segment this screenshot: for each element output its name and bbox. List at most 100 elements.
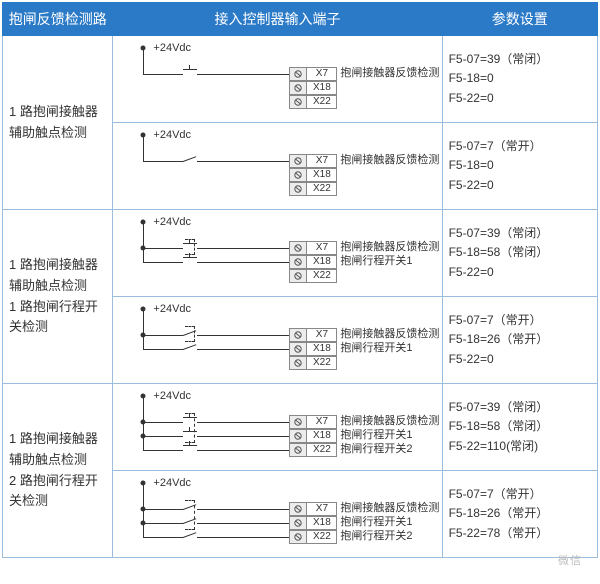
terminal-row: X22 [289,182,439,196]
junction-node [141,521,146,526]
supply-bus [143,48,144,74]
circuit-diagram: +24Vdc X7 抱闸接触器反馈检测 X18 X22 [119,40,435,118]
wire [201,450,289,451]
circuit-diagram: +24Vdc X7 抱闸接触器反馈检测 X18 抱闸行程开关1 X22 [119,301,435,379]
param-line: F5-07=39（常闭） [449,398,591,417]
wiring-diagram-cell: +24Vdc X7 抱闸接触器反馈检测 X18 抱闸行程开关1 X22 抱闸行程… [113,471,442,558]
junction-node [141,434,146,439]
circuit-diagram: +24Vdc X7 抱闸接触器反馈检测 X18 抱闸行程开关1 X22 抱闸行程… [119,475,435,553]
terminal-label: X18 [307,81,337,95]
terminal-row: X18 [289,81,439,95]
voltage-label: +24Vdc [153,475,191,493]
ganged-link [185,326,195,342]
wire [201,161,289,162]
wiring-diagram-cell: +24Vdc X7 抱闸接触器反馈检测 X18 抱闸行程开关1 X22 抱闸行程… [113,384,442,471]
terminal-row: X18 抱闸行程开关1 [289,255,439,269]
parameter-settings: F5-07=39（常闭）F5-18=0F5-22=0 [442,36,597,123]
terminal-note: 抱闸接触器反馈检测 [340,152,439,170]
terminal-row: X7 抱闸接触器反馈检测 [289,154,439,168]
supply-bus [143,222,144,262]
table-row: 1 路抱闸接触器辅助触点检测2 路抱闸行程开关检测 +24Vdc X7 抱闸接触… [3,384,598,471]
wire [201,523,289,524]
wire [143,161,179,162]
param-line: F5-22=0 [449,89,591,108]
screw-terminal-icon [289,269,307,283]
wire [143,74,179,75]
wire [143,248,179,249]
terminal-row: X18 [289,168,439,182]
nc-contact-icon [179,70,201,80]
detection-path-label: 1 路抱闸接触器辅助触点检测 [3,36,113,210]
terminal-row: X22 [289,356,439,370]
screw-terminal-icon [289,67,307,81]
table-row: 1 路抱闸接触器辅助触点检测1 路抱闸行程开关检测 +24Vdc X7 抱闸接触… [3,210,598,297]
terminal-label: X22 [307,95,337,109]
terminal-label: X18 [307,516,337,530]
terminal-row: X22 [289,95,439,109]
screw-terminal-icon [289,95,307,109]
ganged-link [185,413,195,443]
screw-terminal-icon [289,182,307,196]
terminal-block: X7 抱闸接触器反馈检测 X18 X22 [289,67,439,109]
ganged-link [185,239,195,255]
detection-path-label: 1 路抱闸接触器辅助触点检测2 路抱闸行程开关检测 [3,384,113,558]
no-contact-icon [179,157,201,167]
wire [143,436,179,437]
nc-contact-icon [179,258,201,268]
voltage-label: +24Vdc [153,301,191,319]
param-line: F5-22=0 [449,263,591,282]
terminal-label: X7 [307,241,337,255]
terminal-label: X18 [307,342,337,356]
terminal-row: X18 抱闸行程开关1 [289,342,439,356]
voltage-label: +24Vdc [153,214,191,232]
param-line: F5-22=78（常开） [449,524,591,543]
terminal-label: X22 [307,356,337,370]
screw-terminal-icon [289,328,307,342]
parameter-settings: F5-07=7（常开）F5-18=26（常开）F5-22=78（常开） [442,471,597,558]
param-line: F5-22=0 [449,350,591,369]
param-line: F5-07=39（常闭） [449,224,591,243]
wiring-diagram-cell: +24Vdc X7 抱闸接触器反馈检测 X18 X22 [113,123,442,210]
terminal-note: 抱闸行程开关2 [340,528,412,546]
parameter-settings: F5-07=7（常开）F5-18=0F5-22=0 [442,123,597,210]
param-line: F5-18=26（常开） [449,504,591,523]
terminal-row: X22 抱闸行程开关2 [289,443,439,457]
terminal-label: X22 [307,443,337,457]
terminal-label: X18 [307,255,337,269]
voltage-label: +24Vdc [153,388,191,406]
param-line: F5-07=7（常开） [449,137,591,156]
header-col1: 抱闸反馈检测路 [3,3,113,36]
screw-terminal-icon [289,255,307,269]
terminal-label: X7 [307,502,337,516]
no-contact-icon [179,533,201,543]
terminal-label: X22 [307,269,337,283]
terminal-note: 抱闸接触器反馈检测 [340,65,439,83]
terminal-row: X22 抱闸行程开关2 [289,530,439,544]
param-line: F5-18=58（常闭） [449,417,591,436]
terminal-label: X18 [307,429,337,443]
param-line: F5-07=7（常开） [449,311,591,330]
wiring-diagram-cell: +24Vdc X7 抱闸接触器反馈检测 X18 抱闸行程开关1 X22 [113,297,442,384]
voltage-label: +24Vdc [153,127,191,145]
wire [143,509,179,510]
junction-node [141,420,146,425]
supply-bus [143,135,144,161]
screw-terminal-icon [289,168,307,182]
param-line: F5-07=7（常开） [449,485,591,504]
wire [201,335,289,336]
terminal-label: X22 [307,530,337,544]
param-line: F5-18=26（常开） [449,330,591,349]
screw-terminal-icon [289,241,307,255]
voltage-label: +24Vdc [153,40,191,58]
no-contact-icon [179,345,201,355]
wire [143,450,179,451]
junction-node [141,246,146,251]
wire [143,422,179,423]
terminal-label: X7 [307,328,337,342]
terminal-block: X7 抱闸接触器反馈检测 X18 抱闸行程开关1 X22 [289,241,439,283]
wire [201,349,289,350]
config-table: 抱闸反馈检测路 接入控制器输入端子 参数设置 1 路抱闸接触器辅助触点检测 +2… [2,2,598,558]
wire [201,262,289,263]
terminal-row: X7 抱闸接触器反馈检测 [289,67,439,81]
ganged-link [185,500,195,530]
